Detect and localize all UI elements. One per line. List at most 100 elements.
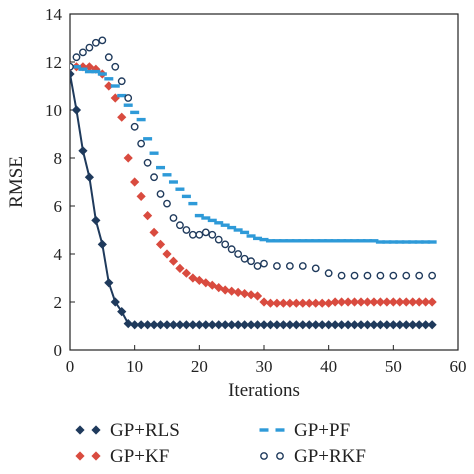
data-point: [91, 38, 100, 47]
data-point: [104, 278, 114, 288]
legend-swatch: [276, 452, 284, 460]
data-point: [214, 320, 224, 330]
x-tick-label: 50: [385, 357, 402, 376]
data-point: [375, 297, 385, 307]
data-point: [356, 320, 366, 330]
legend: GP+RLS GP+KF GP+PF GP+RKF: [75, 420, 366, 467]
data-point: [72, 53, 81, 62]
data-point: [240, 254, 249, 263]
data-point: [233, 287, 243, 297]
data-point: [337, 297, 347, 307]
data-point: [162, 249, 172, 259]
data-point: [421, 297, 431, 307]
data-point: [362, 320, 373, 330]
x-tick-label: 60: [450, 357, 467, 376]
data-point: [227, 245, 236, 254]
data-point: [246, 290, 256, 300]
data-point: [349, 320, 360, 330]
data-point: [98, 36, 107, 45]
data-point: [79, 48, 87, 57]
data-point: [330, 297, 340, 307]
data-point: [227, 320, 237, 330]
data-point: [188, 230, 197, 239]
data-point: [233, 320, 243, 330]
data-point: [91, 64, 101, 74]
data-point: [376, 271, 385, 280]
data-point: [110, 297, 120, 307]
data-point: [111, 62, 120, 71]
data-point: [324, 298, 334, 308]
axis-ticks: 0 10 20 30 40 50 60 0 2 4 6 8 10 12 14: [45, 5, 467, 376]
data-point: [304, 320, 314, 330]
data-point: [291, 298, 301, 308]
legend-swatch: [91, 451, 101, 461]
data-point: [317, 320, 327, 330]
data-point: [124, 94, 133, 102]
data-point: [137, 139, 146, 148]
data-point: [304, 298, 314, 308]
data-point: [408, 320, 418, 330]
data-point: [201, 228, 210, 237]
y-tick-label: 10: [45, 101, 62, 120]
data-point: [155, 239, 166, 249]
data-point: [130, 320, 140, 330]
data-point: [382, 320, 392, 330]
data-point: [311, 264, 320, 273]
data-point: [356, 297, 366, 307]
data-point: [143, 211, 153, 221]
y-tick-label: 14: [45, 5, 63, 24]
data-point: [136, 320, 146, 330]
data-point: [97, 239, 107, 249]
data-point: [91, 215, 101, 225]
series-gp-pf: [70, 65, 437, 244]
data-point: [136, 191, 146, 201]
legend-swatch: [91, 425, 101, 435]
data-point: [220, 320, 230, 330]
legend-label: GP+KF: [110, 446, 169, 467]
data-point: [168, 320, 179, 330]
data-point: [298, 320, 308, 330]
data-point: [350, 271, 359, 280]
data-point: [311, 320, 321, 330]
data-point: [71, 105, 82, 115]
data-point: [343, 320, 353, 330]
data-point: [163, 199, 171, 208]
legend-item-gp-kf: GP+KF: [75, 446, 169, 467]
data-point: [343, 297, 353, 307]
data-point: [414, 320, 424, 330]
data-point: [285, 320, 295, 330]
data-point: [260, 259, 268, 268]
data-point: [291, 320, 301, 330]
legend-label: GP+RKF: [294, 446, 366, 467]
data-point: [214, 235, 223, 244]
data-point: [408, 297, 418, 307]
data-point: [388, 297, 398, 307]
data-point: [227, 286, 237, 296]
data-point: [395, 297, 405, 307]
data-point: [362, 297, 373, 307]
data-point: [188, 320, 198, 330]
legend-label: GP+PF: [294, 420, 350, 441]
data-point: [182, 226, 191, 234]
data-point: [175, 263, 185, 273]
data-point: [150, 173, 158, 182]
data-point: [324, 320, 334, 330]
data-point: [317, 298, 327, 308]
data-point: [104, 81, 114, 91]
data-point: [369, 297, 379, 307]
data-point: [240, 320, 250, 330]
data-point: [214, 283, 224, 293]
data-point: [259, 297, 269, 307]
y-tick-label: 0: [54, 341, 63, 360]
data-point: [234, 250, 243, 258]
series-gp-rkf: [70, 36, 437, 280]
data-point: [252, 320, 263, 330]
data-point: [363, 271, 372, 280]
data-point: [265, 298, 276, 308]
data-point: [395, 320, 405, 330]
legend-swatch: [260, 452, 268, 460]
data-point: [149, 227, 159, 237]
data-point: [330, 320, 340, 330]
series-line: [70, 73, 433, 326]
legend-item-gp-pf: GP+PF: [259, 420, 350, 441]
